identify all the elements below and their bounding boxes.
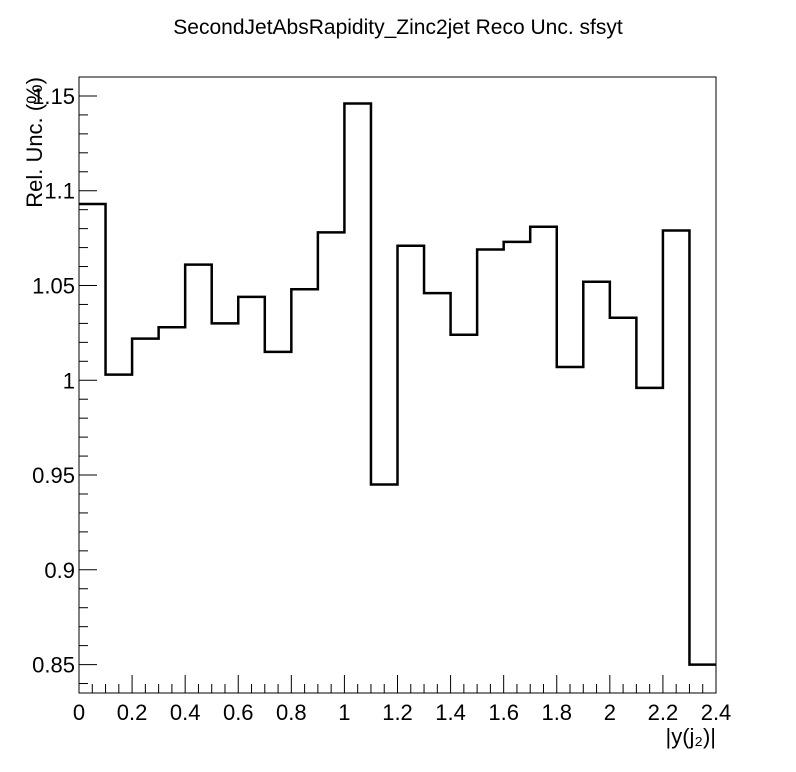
x-tick-label: 1.2 [382,700,413,725]
y-tick-label: 0.9 [44,558,75,583]
y-tick-label: 1.15 [32,84,75,109]
x-tick-label: 1.6 [488,700,519,725]
y-tick-label: 1.1 [44,179,75,204]
x-axis-tick-labels: 0 0.2 0.4 0.6 0.8 1 1.2 1.4 1.6 1.8 2 2.2 2.4 [73,700,731,725]
x-tick-label: 2.4 [701,700,732,725]
y-tick-label: 1.05 [32,273,75,298]
x-tick-label: 0.2 [117,700,148,725]
x-tick-label: 1.8 [541,700,572,725]
x-tick-label: 2.2 [648,700,679,725]
y-axis-ticks [79,76,97,685]
y-tick-label: 0.95 [32,463,75,488]
y-tick-label: 0.85 [32,653,75,678]
chart-title: SecondJetAbsRapidity_Zinc2jet Reco Unc. … [173,16,623,39]
x-tick-label: 0 [73,700,85,725]
x-axis-ticks [78,675,717,693]
y-tick-label: 1 [63,368,75,393]
x-tick-label: 0.6 [223,700,254,725]
x-axis-label: |y(j₂)| [665,724,716,749]
x-tick-label: 0.4 [170,700,201,725]
x-tick-label: 1.4 [435,700,466,725]
y-axis-label: Rel. Unc. (%) [22,77,47,208]
x-tick-label: 2 [604,700,616,725]
y-axis-tick-labels: 0.85 0.9 0.95 1 1.05 1.1 1.15 [32,84,75,678]
x-tick-label: 1 [338,700,350,725]
histogram-series-line [79,102,716,666]
x-tick-label: 0.8 [276,700,307,725]
